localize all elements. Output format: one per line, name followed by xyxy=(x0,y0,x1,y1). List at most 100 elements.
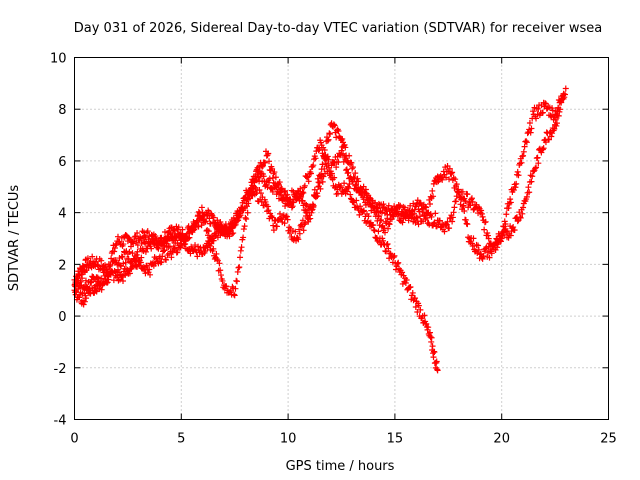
data-point xyxy=(520,152,527,159)
tick-layer: 0 5 10 15 20 25 -4 -2 0 2 4 6 8 10 xyxy=(50,52,617,447)
trail-marker xyxy=(369,197,376,204)
trail-marker xyxy=(126,248,133,255)
trail-marker xyxy=(533,115,540,122)
trail-marker xyxy=(385,220,392,227)
trail-marker xyxy=(518,159,525,166)
trail-marker xyxy=(230,291,237,298)
trail-marker xyxy=(384,240,391,247)
trail-marker xyxy=(425,324,432,331)
trail-marker xyxy=(534,154,541,161)
trail-marker xyxy=(330,121,337,128)
trail-marker xyxy=(360,208,367,215)
trail-marker xyxy=(318,166,325,173)
trail-marker xyxy=(352,181,359,188)
trail-marker xyxy=(414,308,421,315)
trail-marker xyxy=(417,306,424,313)
trail-marker xyxy=(446,165,453,172)
trail-marker xyxy=(482,218,489,225)
trail-marker xyxy=(356,211,363,218)
trail-marker xyxy=(83,283,90,290)
trail-marker xyxy=(311,186,318,193)
trail-marker xyxy=(161,228,168,235)
trail-marker xyxy=(289,199,296,206)
trail-marker xyxy=(352,182,359,189)
data-point xyxy=(118,274,125,281)
trail-marker xyxy=(259,162,266,169)
trail-marker xyxy=(143,262,150,269)
trail-marker xyxy=(165,235,172,242)
trail-marker xyxy=(295,236,302,243)
trail-marker xyxy=(259,163,266,170)
trail-marker xyxy=(360,207,367,214)
data-point xyxy=(210,245,217,252)
data-point xyxy=(338,147,345,154)
trail-marker xyxy=(120,241,127,248)
trail-marker xyxy=(319,161,326,168)
trail-marker xyxy=(446,225,453,232)
trail-marker xyxy=(390,254,397,261)
trail-marker xyxy=(368,207,375,214)
trail-marker xyxy=(295,187,302,194)
trail-marker xyxy=(127,243,134,250)
trail-marker xyxy=(475,242,482,249)
trail-marker xyxy=(81,298,88,305)
data-point xyxy=(560,90,567,97)
trail-marker xyxy=(161,247,168,254)
trail-marker xyxy=(112,242,119,249)
trail-marker xyxy=(453,181,460,188)
trail-marker xyxy=(558,99,565,106)
y-axis-label: SDTVAR / TECUs xyxy=(7,185,22,292)
trail-marker xyxy=(367,201,374,208)
trail-marker xyxy=(510,224,517,231)
trail-marker xyxy=(488,250,495,257)
trail-marker xyxy=(134,248,141,255)
trail-marker xyxy=(236,213,243,220)
trail-marker xyxy=(552,116,559,123)
trail-marker xyxy=(157,234,164,241)
data-point xyxy=(295,188,302,195)
trail-marker xyxy=(547,112,554,119)
trail-marker xyxy=(528,178,535,185)
trail-marker xyxy=(324,137,331,144)
trail-marker xyxy=(346,181,353,188)
trail-marker xyxy=(500,231,507,238)
trail-marker xyxy=(296,230,303,237)
trail-marker xyxy=(281,188,288,195)
trail-marker xyxy=(134,242,141,249)
trail-marker xyxy=(322,151,329,158)
trail-marker xyxy=(237,212,244,219)
trail-marker xyxy=(210,214,217,221)
trail-marker xyxy=(390,213,397,220)
trail-marker xyxy=(208,236,215,243)
trail-marker xyxy=(277,189,284,196)
trail-marker xyxy=(525,184,532,191)
trail-marker xyxy=(474,250,481,257)
trail-marker xyxy=(120,277,127,284)
trail-marker xyxy=(421,212,428,219)
trail-marker xyxy=(325,160,332,167)
trail-marker xyxy=(147,271,154,278)
trail-marker xyxy=(288,204,295,211)
y-tick-label: 10 xyxy=(50,52,67,67)
data-point xyxy=(562,85,569,92)
trail-marker xyxy=(503,211,510,218)
trail-marker xyxy=(177,230,184,237)
trail-marker xyxy=(353,197,360,204)
trail-marker xyxy=(166,243,173,250)
trail-marker xyxy=(243,216,250,223)
trail-marker xyxy=(79,275,86,282)
trail-marker xyxy=(360,196,367,203)
trail-marker xyxy=(511,227,518,234)
trail-marker xyxy=(354,175,361,182)
trail-marker xyxy=(230,230,237,237)
trail-marker xyxy=(83,295,90,302)
x-tick-label: 0 xyxy=(70,432,78,447)
trail-marker xyxy=(412,304,419,311)
trail-marker xyxy=(179,242,186,249)
trail-marker xyxy=(223,283,230,290)
trail-marker xyxy=(348,159,355,166)
trail-marker xyxy=(187,250,194,257)
trail-marker xyxy=(77,278,84,285)
trail-marker xyxy=(168,254,175,261)
